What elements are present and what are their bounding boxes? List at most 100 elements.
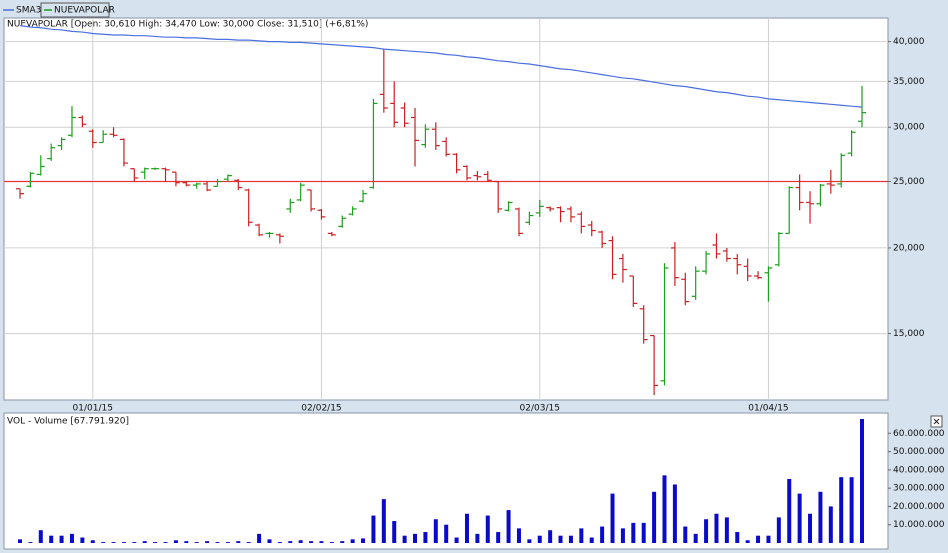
- volume-bar: [704, 519, 709, 543]
- volume-bar: [579, 528, 584, 543]
- volume-bar: [90, 540, 95, 543]
- y-tick-label: 60.000.000: [893, 429, 945, 439]
- volume-bar: [724, 517, 729, 543]
- x-tick-label: 02/03/15: [520, 404, 560, 414]
- volume-bar: [652, 491, 657, 543]
- volume-bar: [215, 542, 220, 543]
- legend-label[interactable]: SMA3: [16, 6, 41, 16]
- volume-bar: [558, 535, 563, 543]
- volume-bar: [527, 539, 532, 543]
- volume-bar: [361, 538, 366, 543]
- y-tick-label: 20.000.000: [893, 502, 945, 512]
- volume-bar: [225, 542, 230, 543]
- volume-bar: [350, 539, 355, 543]
- volume-bar: [309, 541, 314, 543]
- volume-bar: [506, 510, 511, 543]
- volume-bar: [828, 506, 833, 543]
- volume-bar: [69, 533, 74, 543]
- legend: SMA3 NUEVAPOLAR: [3, 2, 115, 18]
- volume-title: VOL - Volume [67.791.920]: [7, 417, 129, 427]
- volume-bar: [111, 542, 116, 543]
- volume-bar: [329, 542, 334, 543]
- volume-bar: [277, 542, 282, 543]
- volume-bar: [153, 542, 158, 543]
- volume-bar: [548, 530, 553, 543]
- volume-bar: [298, 540, 303, 543]
- volume-bar: [620, 528, 625, 543]
- volume-bar: [194, 542, 199, 543]
- volume-bar: [776, 517, 781, 543]
- legend-box: [40, 2, 110, 18]
- y-tick-label: 25,000: [893, 177, 925, 187]
- close-button[interactable]: [930, 415, 943, 428]
- volume-bar: [132, 542, 137, 543]
- volume-bar: [319, 541, 324, 543]
- y-tick-label: 20,000: [893, 243, 925, 253]
- x-tick-label: 02/02/15: [301, 404, 341, 414]
- volume-bar: [600, 526, 605, 543]
- volume-bar: [464, 513, 469, 543]
- volume-bar: [818, 491, 823, 543]
- volume-bar: [433, 519, 438, 543]
- volume-bar: [49, 535, 54, 543]
- volume-bar: [246, 542, 251, 543]
- volume-bar: [537, 535, 542, 543]
- volume-bar: [371, 515, 376, 543]
- volume-bar: [683, 526, 688, 543]
- y-tick-label: 50.000.000: [893, 447, 945, 457]
- volume-bar: [392, 521, 397, 543]
- volume-bar: [475, 533, 480, 543]
- volume-bar: [797, 493, 802, 543]
- volume-bar: [610, 493, 615, 543]
- volume-bar: [267, 539, 272, 543]
- volume-bar: [184, 541, 189, 543]
- volume-bar: [589, 537, 594, 543]
- volume-bar: [849, 477, 854, 543]
- volume-bar: [496, 532, 501, 543]
- volume-bar: [205, 541, 210, 543]
- y-tick-label: 35,000: [893, 77, 925, 87]
- y-tick-label: 40,000: [893, 37, 925, 47]
- volume-bar: [839, 477, 844, 543]
- volume-bar: [808, 513, 813, 543]
- volume-bar: [860, 419, 864, 543]
- volume-bar: [173, 540, 178, 543]
- volume-bar: [288, 541, 293, 543]
- volume-bar: [340, 541, 345, 543]
- volume-bar: [381, 499, 386, 543]
- volume-bar: [672, 484, 677, 543]
- volume-bar: [142, 541, 147, 543]
- volume-bar: [423, 532, 428, 543]
- volume-bar: [454, 537, 459, 543]
- volume-bar: [662, 475, 667, 543]
- volume-bar: [641, 522, 646, 543]
- y-tick-label: 15,000: [893, 329, 925, 339]
- close-icon: [933, 418, 940, 425]
- volume-bar: [121, 542, 126, 543]
- volume-bar: [80, 537, 85, 543]
- volume-bar: [257, 533, 262, 543]
- x-tick-label: 01/04/15: [748, 404, 788, 414]
- y-tick-label: 30.000.000: [893, 484, 945, 494]
- volume-bar: [766, 535, 771, 543]
- volume-bar: [693, 533, 698, 543]
- volume-bar: [631, 522, 636, 543]
- legend-label[interactable]: NUEVAPOLAR: [54, 6, 115, 16]
- price-header: NUEVAPOLAR [Open: 30,610 High: 34,470 Lo…: [7, 20, 368, 30]
- volume-bar: [568, 535, 573, 543]
- x-tick-label: 01/01/15: [73, 404, 113, 414]
- y-tick-label: 10.000.000: [893, 520, 945, 530]
- volume-bar: [714, 513, 719, 543]
- volume-bar: [735, 532, 740, 543]
- volume-bar: [402, 535, 407, 543]
- volume-bar: [485, 515, 490, 543]
- volume-bar: [163, 542, 168, 543]
- price-panel: [3, 17, 889, 401]
- sma-line: [19, 25, 863, 108]
- volume-bar: [101, 542, 106, 543]
- volume-bar: [59, 535, 64, 543]
- volume-bar: [444, 524, 449, 543]
- y-tick-label: 40.000.000: [893, 465, 945, 475]
- volume-bar: [18, 539, 22, 543]
